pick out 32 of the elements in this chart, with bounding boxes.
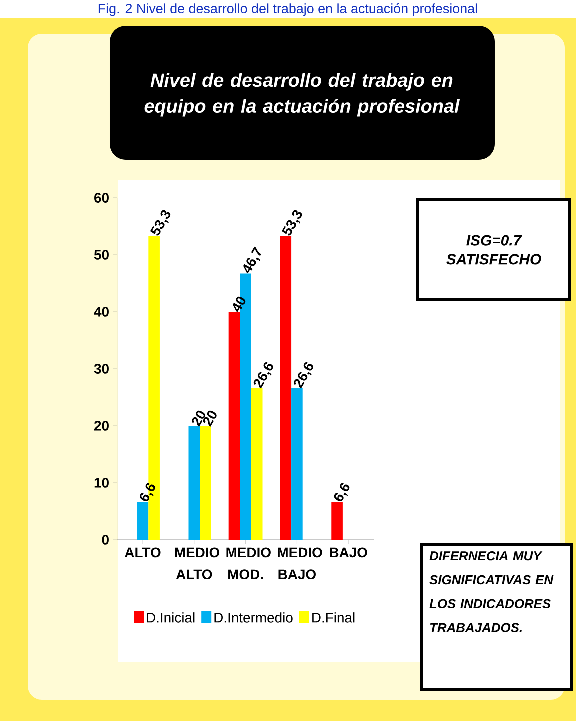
bar bbox=[251, 388, 263, 540]
text: ISG=0.7 SATISFECHO bbox=[446, 235, 542, 265]
x-tick-label: MEDIO BAJO bbox=[278, 548, 322, 580]
bar bbox=[228, 312, 240, 540]
caption: Fig. 2 Nivel de desarrollo del trabajo en la actuación profesional bbox=[98, 4, 478, 16]
bar bbox=[188, 426, 200, 540]
legend-label: D.Final bbox=[312, 612, 355, 623]
x-tick-label: ALTO bbox=[125, 548, 161, 558]
y-tick-label: 10 bbox=[94, 478, 109, 488]
x-tick-label: MEDIO ALTO bbox=[175, 548, 220, 580]
legend-label: D.Inicial bbox=[147, 612, 195, 623]
text: DIFERNECIA MUY SIGNIFICATIVAS EN LOS INDICADORES TRABAJADOS. bbox=[430, 552, 554, 632]
bar bbox=[200, 426, 212, 540]
y-tick-label: 60 bbox=[94, 193, 109, 203]
x-tick-label: MEDIO MOD. bbox=[226, 548, 271, 580]
data-label: 6,6 bbox=[334, 483, 350, 502]
bar bbox=[137, 502, 149, 540]
y-tick-label: 40 bbox=[94, 307, 109, 317]
legend-label: D.Intermedio bbox=[214, 612, 293, 623]
data-label: 20 bbox=[192, 410, 206, 427]
x-tick-label: BAJO bbox=[330, 548, 368, 558]
data-label: 6,6 bbox=[140, 483, 156, 502]
bar bbox=[332, 502, 343, 540]
y-tick-label: 20 bbox=[94, 421, 109, 431]
y-tick-label: 50 bbox=[94, 250, 109, 260]
data-label: 40 bbox=[233, 296, 246, 312]
bar bbox=[280, 236, 292, 540]
y-tick-label: 0 bbox=[102, 535, 109, 545]
y-tick-label: 30 bbox=[94, 364, 109, 374]
bar bbox=[292, 388, 303, 540]
data-label: 20 bbox=[203, 410, 217, 427]
chart-title: Nivel de desarrollo del trabajo en equipo en la actuación profesional bbox=[144, 73, 460, 117]
